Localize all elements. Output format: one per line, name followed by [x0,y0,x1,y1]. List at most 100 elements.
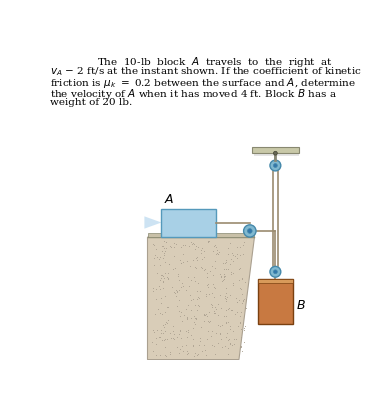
Point [218,272,224,279]
Point [180,283,186,289]
Point [165,269,171,276]
Point [214,330,220,336]
Point [156,334,162,340]
Point [190,257,196,263]
Point [212,258,218,264]
Point [225,337,231,343]
Point [159,337,165,343]
Point [162,238,168,244]
Point [153,286,159,292]
Point [184,315,190,321]
Point [183,287,189,294]
Point [166,261,172,267]
Point [171,331,177,338]
Point [206,290,212,297]
Point [157,352,163,359]
Point [167,330,173,336]
Point [193,316,199,323]
Point [237,343,243,349]
Point [220,260,226,266]
Point [184,302,190,309]
Point [169,284,175,290]
Point [199,348,205,354]
Point [165,304,171,310]
Point [212,303,218,310]
Point [217,331,223,337]
Point [230,258,236,264]
Point [158,300,164,306]
Point [176,277,182,283]
Point [222,259,228,266]
Point [160,255,166,261]
Point [195,243,201,250]
Point [160,279,166,286]
Point [207,318,213,324]
Point [153,246,159,252]
Point [194,257,200,263]
Point [223,265,229,272]
Point [202,346,208,353]
Point [227,261,233,267]
Point [177,327,183,333]
Point [229,342,235,349]
Point [183,305,189,312]
Point [170,328,176,334]
Point [158,275,164,282]
Point [187,292,193,299]
Point [201,312,207,319]
Circle shape [273,164,277,167]
Point [188,239,194,245]
Point [194,352,200,358]
Point [205,283,211,290]
Point [156,255,162,262]
Point [150,326,156,333]
Point [215,248,221,255]
Point [178,244,184,250]
Point [201,267,207,274]
Point [225,305,231,312]
Point [212,241,218,248]
Point [224,294,230,300]
Point [201,318,207,324]
Point [194,296,200,302]
Point [222,272,228,279]
Point [160,278,166,284]
Point [192,246,198,252]
Point [191,313,197,319]
Point [194,287,200,294]
Point [203,293,209,299]
Point [241,238,247,245]
Point [198,264,204,270]
Point [160,250,166,257]
Point [155,305,161,312]
Point [202,265,208,272]
Point [233,299,239,305]
Point [230,280,236,286]
Point [197,288,203,295]
Point [177,287,183,293]
Point [223,292,229,299]
Point [209,304,215,311]
Point [211,310,217,317]
Point [193,302,199,309]
Point [217,330,223,336]
Point [192,321,198,327]
Point [179,343,185,349]
Point [204,282,210,289]
Point [239,291,245,298]
Point [153,296,159,302]
Point [188,297,194,303]
Point [221,265,227,272]
Point [236,285,242,291]
Point [212,351,218,357]
Point [225,351,231,357]
Point [159,243,165,249]
Point [185,328,191,335]
Point [221,270,227,277]
Point [174,288,180,295]
Point [191,274,197,280]
Point [171,336,177,342]
Point [178,259,184,266]
Point [239,276,245,282]
Point [223,285,229,291]
